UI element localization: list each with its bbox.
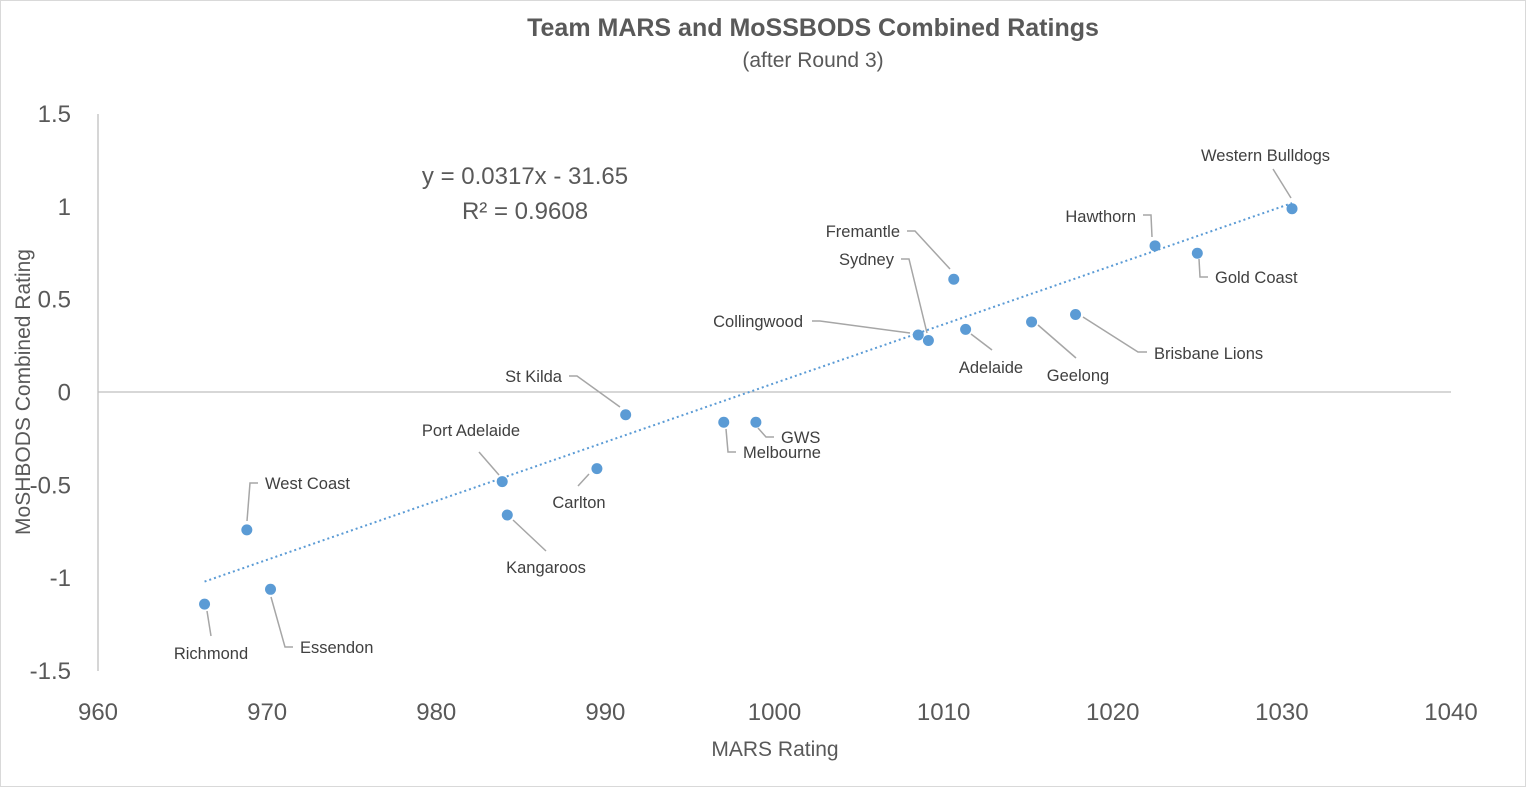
point-label: St Kilda [505,368,563,386]
point-label: Hawthorn [1065,208,1136,226]
leader-line [1198,258,1208,278]
point-label: Gold Coast [1215,269,1298,287]
data-point[interactable] [501,509,513,521]
label-leader-lines [206,168,1292,648]
point-label: Collingwood [713,313,803,331]
data-point[interactable] [1026,316,1038,328]
leader-line [901,258,928,334]
leader-line [577,473,590,487]
data-point[interactable] [1070,309,1082,321]
point-label: Essendon [300,639,373,657]
leader-line [1272,168,1292,199]
data-point[interactable] [960,323,972,335]
x-tick-label: 1030 [1255,699,1308,726]
x-tick-label: 970 [247,699,287,726]
x-tick-label: 990 [585,699,625,726]
y-tick-label: -1.5 [30,658,71,685]
point-label: Adelaide [959,359,1023,377]
y-axis-title: MoSHBODS Combined Rating [12,249,35,535]
x-tick-label: 1040 [1424,699,1477,726]
y-tick-label: 0 [58,380,71,407]
leader-line [512,519,547,552]
point-label: West Coast [265,475,350,493]
leader-line [206,610,212,637]
point-label: Melbourne [743,444,821,462]
data-point[interactable] [265,583,277,595]
y-tick-label: -1 [50,565,71,592]
point-label: Geelong [1047,367,1109,385]
y-tick-label: 0.5 [38,287,71,314]
data-point[interactable] [496,476,508,488]
data-point[interactable] [1191,247,1203,259]
x-tick-label: 1010 [917,699,970,726]
leader-line [907,230,951,270]
leader-line [970,333,993,351]
point-label: Richmond [174,645,248,663]
point-label: Fremantle [826,223,900,241]
data-point[interactable] [199,598,211,610]
x-tick-label: 1000 [748,699,801,726]
x-tick-label: 960 [78,699,118,726]
point-label: Brisbane Lions [1154,345,1263,363]
data-point[interactable] [912,329,924,341]
trendline-r-squared: R² = 0.9608 [462,198,588,225]
x-axis-title: MARS Rating [711,738,838,761]
y-tick-label: -0.5 [30,472,71,499]
leader-line [569,375,621,408]
trendline-equation: y = 0.0317x - 31.65 [422,163,628,190]
data-point[interactable] [750,416,762,428]
leader-line [757,427,774,438]
leader-line [1143,214,1153,238]
point-label: GWS [781,429,820,447]
point-labels: Western Bulldogs Hawthorn Gold Coast Freman… [174,147,1330,663]
leader-line [812,320,911,334]
leader-line [478,451,500,476]
point-label: Western Bulldogs [1201,147,1330,165]
chart-title: Team MARS and MoSSBODS Combined Ratings [527,14,1099,42]
data-point[interactable] [241,524,253,536]
point-label: Kangaroos [506,559,586,577]
y-tick-label: 1.5 [38,101,71,128]
data-point[interactable] [591,463,603,475]
trendline [204,202,1293,583]
data-point[interactable] [718,416,730,428]
data-point[interactable] [1286,203,1298,215]
point-label: Port Adelaide [422,422,520,440]
point-label: Carlton [552,494,605,512]
leader-line [270,596,293,648]
y-axis-ticks: 1.5 1 0.5 0 -0.5 -1 -1.5 [30,101,71,685]
x-tick-label: 980 [416,699,456,726]
point-label: Sydney [839,251,895,269]
data-point[interactable] [948,273,960,285]
data-points [199,203,1298,610]
leader-line [725,428,736,453]
data-point[interactable] [620,409,632,421]
data-point[interactable] [922,335,934,347]
chart-subtitle: (after Round 3) [742,49,883,72]
leader-line [246,482,258,522]
data-point[interactable] [1149,240,1161,252]
leader-line [1082,316,1147,353]
x-tick-label: 1020 [1086,699,1139,726]
y-tick-label: 1 [58,194,71,221]
x-axis-ticks: 960 970 980 990 1000 1010 1020 1030 1040 [78,699,1478,726]
leader-line [1037,324,1077,359]
